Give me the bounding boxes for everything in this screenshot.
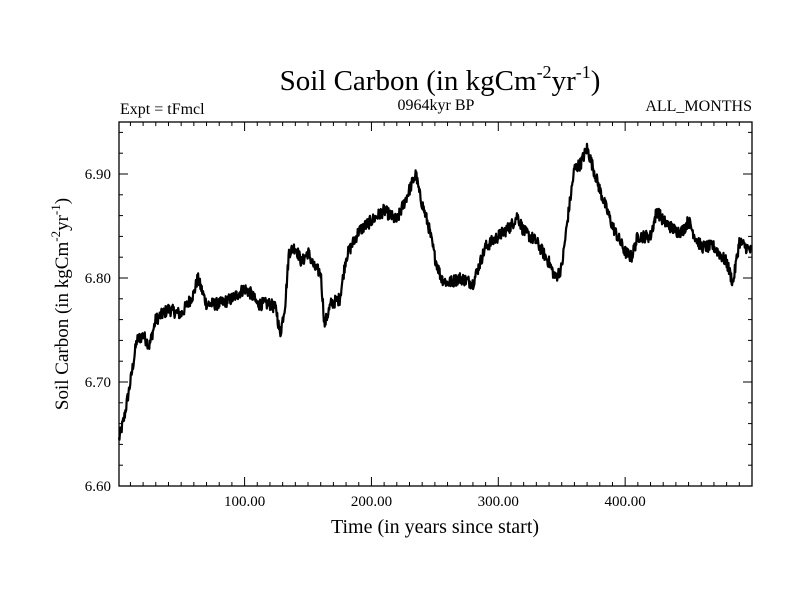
y-tick-labels: 6.60 6.70 6.80 6.90: [85, 167, 111, 495]
subtitle-right: ALL_MONTHS: [645, 98, 752, 115]
y-tick-label: 6.60: [85, 479, 111, 495]
subtitle-left: Expt = tFmcl: [120, 101, 205, 118]
axis-ticks: [119, 122, 752, 486]
subtitle-center: 0964kyr BP: [398, 97, 475, 114]
x-axis-label: Time (in years since start): [331, 516, 539, 538]
y-tick-label: 6.90: [85, 167, 111, 183]
x-tick-label: 400.00: [605, 494, 646, 510]
x-tick-labels: 100.00 200.00 300.00 400.00: [224, 494, 646, 510]
series-line: [117, 142, 753, 441]
y-axis-label: Soil Carbon (in kgCm-2yr-1): [48, 198, 73, 410]
x-tick-label: 300.00: [478, 494, 519, 510]
y-tick-label: 6.70: [85, 375, 111, 391]
chart-title: Soil Carbon (in kgCm-2yr-1): [280, 62, 601, 97]
y-tick-label: 6.80: [85, 271, 111, 287]
plot-frame: [118, 121, 753, 487]
x-tick-label: 200.00: [351, 494, 392, 510]
x-tick-label: 100.00: [224, 494, 265, 510]
